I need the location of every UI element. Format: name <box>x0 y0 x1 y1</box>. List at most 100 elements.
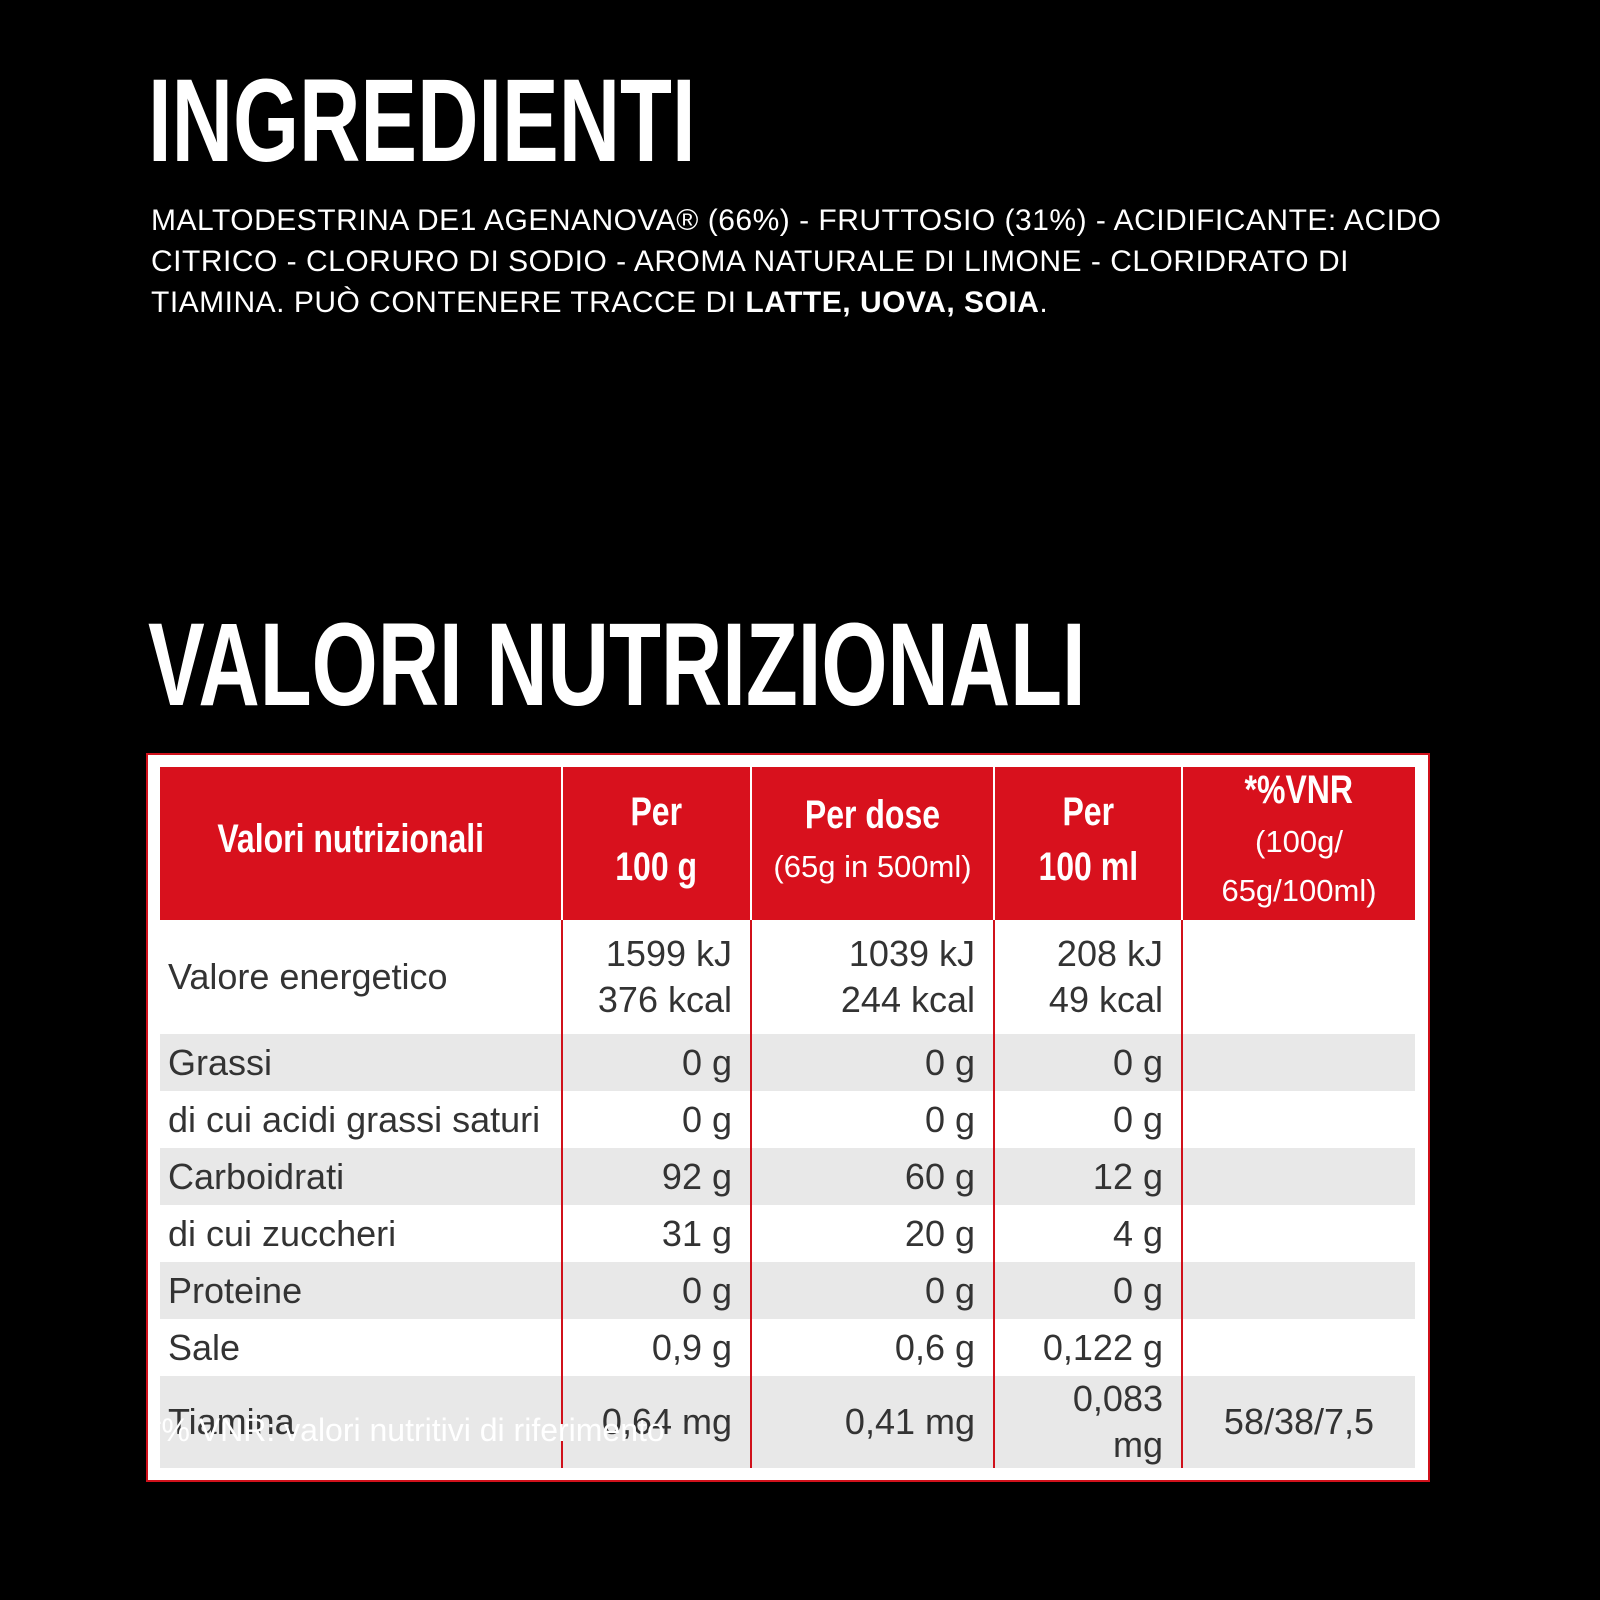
value-cell: 208 kJ 49 kcal <box>993 920 1182 1034</box>
value: 20 g <box>904 1212 975 1254</box>
header-sub: (65g in 500ml) <box>773 848 972 884</box>
table-row: Proteine 0 g 0 g 0 g <box>160 1262 1415 1319</box>
value: 60 g <box>904 1155 975 1197</box>
value-cell: 0 g <box>561 1091 751 1148</box>
value: 0 g <box>1112 1098 1163 1140</box>
value-cell <box>1181 1148 1415 1205</box>
value-cell: 0 g <box>993 1262 1182 1319</box>
value-cell <box>1181 1205 1415 1262</box>
footnote: *% VNR: valori nutritivi di riferimento <box>149 1412 665 1448</box>
value: 92 g <box>661 1155 732 1197</box>
row-label: Tiamina <box>160 1376 562 1468</box>
table-row: di cui zuccheri 31 g 20 g 4 g <box>160 1205 1415 1262</box>
value-cell: 4 g <box>993 1205 1182 1262</box>
value-cell: 0 g <box>993 1034 1182 1091</box>
value-cell: 0,083 mg <box>993 1376 1182 1468</box>
header-main: Per <box>1062 789 1114 834</box>
value-cell: 0 g <box>750 1034 994 1091</box>
header-main: 100 ml <box>1038 844 1138 889</box>
value-cell: 0 g <box>561 1262 751 1319</box>
value-cell: 0,6 g <box>750 1319 994 1376</box>
row-label: di cui acidi grassi saturi <box>168 1098 541 1140</box>
value: 376 kcal <box>597 979 732 1020</box>
table-row: Tiamina 0,64 mg 0,41 mg 0,083 mg 58/38/7,5 <box>160 1376 1415 1468</box>
value: 31 g <box>661 1212 732 1254</box>
value: 0 g <box>681 1041 732 1083</box>
value: 12 g <box>1092 1155 1163 1197</box>
value-cell <box>1181 920 1415 1034</box>
value-cell: 0 g <box>993 1091 1182 1148</box>
value-cell: 0,122 g <box>993 1319 1182 1376</box>
value: 208 kJ <box>1056 933 1163 974</box>
header-cell: Valori nutrizionali <box>160 767 562 920</box>
header-main: Valori nutrizionali <box>217 817 485 861</box>
value: 0,9 g <box>651 1326 732 1368</box>
value: 0 g <box>924 1041 975 1083</box>
value-cell: 0 g <box>750 1262 994 1319</box>
allergens: LATTE, UOVA, SOIA <box>745 286 1040 319</box>
value-cell: 1599 kJ 376 kcal <box>561 920 751 1034</box>
row-label: Proteine <box>160 1262 562 1319</box>
header-cell: *%VNR (100g/ 65g/100ml) <box>1181 767 1415 920</box>
value: 0,083 mg <box>1072 1378 1163 1465</box>
value: 1599 kJ <box>605 933 732 974</box>
value: 0 g <box>1112 1041 1163 1083</box>
row-label: Sale <box>168 1326 241 1368</box>
value: 0,64 mg <box>601 1401 732 1442</box>
table-row: Sale 0,9 g 0,6 g 0,122 g <box>160 1319 1415 1376</box>
value: 1039 kJ <box>848 933 975 974</box>
header-row: Valori nutrizionali Per 100 g Per dose (65g … <box>160 767 1415 920</box>
row-label: Valore energetico <box>168 956 448 997</box>
value-cell: 20 g <box>750 1205 994 1262</box>
nutrition-box: Valori nutrizionali Per 100 g Per dose (65g … <box>146 753 1430 1482</box>
value: 49 kcal <box>1048 979 1163 1020</box>
value: 244 kcal <box>840 979 975 1020</box>
header-main: Per dose <box>804 792 941 837</box>
value: 0,41 mg <box>844 1401 975 1442</box>
header-cell: Per 100 ml <box>993 767 1182 920</box>
ingredients-text: MALTODESTRINA DE1 AGENANOVA® (66%) - FRU… <box>151 200 1491 323</box>
header-cell: Per dose (65g in 500ml) <box>750 767 994 920</box>
value-cell <box>1181 1034 1415 1091</box>
ingredients-list: MALTODESTRINA DE1 AGENANOVA® (66%) - FRU… <box>151 204 1442 319</box>
value-cell: 1039 kJ 244 kcal <box>750 920 994 1034</box>
value-cell: 0 g <box>750 1091 994 1148</box>
ingredients-end: . <box>1039 286 1049 319</box>
value-cell: 92 g <box>561 1148 751 1205</box>
row-label: Carboidrati <box>160 1148 562 1205</box>
value: 4 g <box>1112 1212 1163 1254</box>
value-cell: 0 g <box>561 1034 751 1091</box>
row-label: di cui zuccheri <box>168 1212 397 1254</box>
nutrition-title: VALORI NUTRIZIONALI <box>148 599 1086 731</box>
value: 0,6 g <box>894 1326 975 1368</box>
table-row: Grassi 0 g 0 g 0 g <box>160 1034 1415 1091</box>
value-cell <box>1181 1091 1415 1148</box>
header-sub: (100g/ 65g/100ml) <box>1221 824 1377 908</box>
value: 0 g <box>924 1098 975 1140</box>
value-cell <box>1181 1262 1415 1319</box>
row-label: Grassi <box>160 1034 562 1091</box>
value: 0 g <box>1112 1269 1163 1311</box>
value: 0 g <box>681 1269 732 1311</box>
value-cell: 31 g <box>561 1205 751 1262</box>
nutrition-table: Valori nutrizionali Per 100 g Per dose (65g … <box>160 767 1415 1468</box>
header-main: 100 g <box>615 844 698 889</box>
table-row: Carboidrati 92 g 60 g 12 g <box>160 1148 1415 1205</box>
value-cell: 0,41 mg <box>750 1376 994 1468</box>
value: 0 g <box>681 1098 732 1140</box>
header-cell: Per 100 g <box>561 767 751 920</box>
value-cell: 0,9 g <box>561 1319 751 1376</box>
value-cell: 58/38/7,5 <box>1181 1376 1415 1468</box>
table-row: di cui acidi grassi saturi 0 g 0 g 0 g <box>160 1091 1415 1148</box>
value-cell <box>1181 1319 1415 1376</box>
value-cell: 12 g <box>993 1148 1182 1205</box>
ingredients-title: INGREDIENTI <box>148 55 696 187</box>
value: 58/38/7,5 <box>1223 1401 1375 1442</box>
value: 0 g <box>924 1269 975 1311</box>
value: 0,122 g <box>1042 1326 1163 1368</box>
header-main: Per <box>630 789 683 834</box>
table-row: Valore energetico 1599 kJ 376 kcal 1039 kJ 2… <box>160 920 1415 1034</box>
header-main: *%VNR <box>1244 768 1354 812</box>
value-cell: 60 g <box>750 1148 994 1205</box>
